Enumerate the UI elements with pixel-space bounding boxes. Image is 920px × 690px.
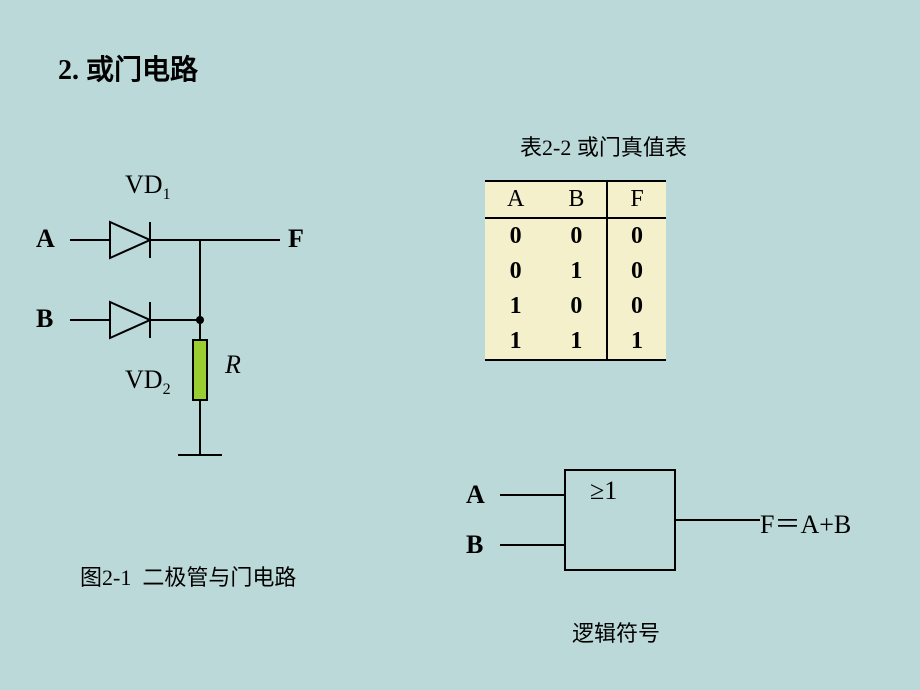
label-vd2: VD2 bbox=[125, 365, 171, 399]
gate-text: ≥1 bbox=[590, 476, 617, 506]
sym-label-b: B bbox=[466, 530, 483, 560]
equation: F＝A+B bbox=[760, 504, 851, 541]
table-caption: 表2-2 或门真值表 bbox=[520, 130, 687, 162]
label-vd1: VD1 bbox=[125, 170, 171, 204]
th-a: A bbox=[485, 181, 546, 218]
label-b: B bbox=[36, 304, 53, 334]
sym-label-a: A bbox=[466, 480, 485, 510]
symbol-caption: 逻辑符号 bbox=[572, 616, 660, 648]
truth-table: A B F 0 0 0 0 1 0 1 0 0 1 1 1 bbox=[485, 180, 666, 361]
label-a: A bbox=[36, 224, 55, 254]
circuit-diagram: VD1 A F B VD2 R bbox=[30, 170, 330, 490]
table-row: 0 0 0 bbox=[485, 218, 666, 254]
th-f: F bbox=[607, 181, 665, 218]
table-row: 1 1 1 bbox=[485, 324, 666, 360]
label-r: R bbox=[225, 350, 241, 380]
table-row: 0 1 0 bbox=[485, 254, 666, 289]
label-f: F bbox=[288, 224, 304, 254]
section-title: 2. 或门电路 bbox=[58, 48, 198, 88]
resistor bbox=[193, 340, 207, 400]
table-row: 1 0 0 bbox=[485, 289, 666, 324]
circuit-caption: 图2-1 二极管与门电路 bbox=[80, 560, 296, 592]
th-b: B bbox=[546, 181, 607, 218]
circuit-svg bbox=[30, 170, 330, 490]
logic-symbol: A B ≥1 F＝A+B bbox=[460, 460, 880, 600]
